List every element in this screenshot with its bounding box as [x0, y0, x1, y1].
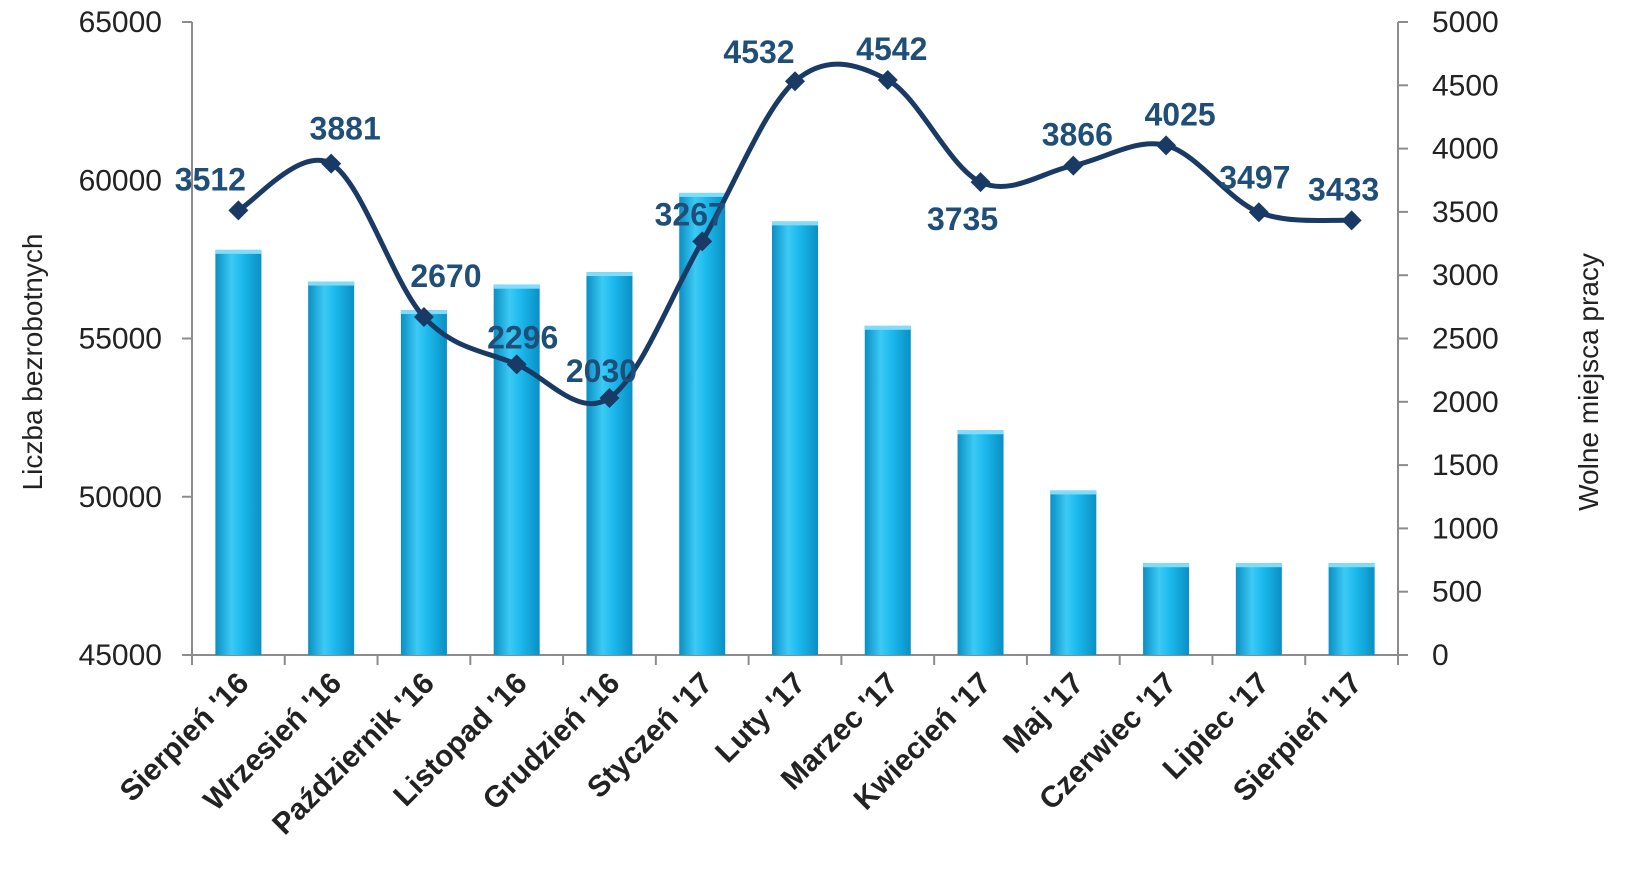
right-tick-label: 3000 — [1432, 259, 1499, 292]
bar — [772, 221, 818, 655]
line-data-label: 2030 — [566, 353, 637, 389]
bar-top-highlight — [772, 221, 818, 226]
line-point — [1156, 135, 1177, 156]
line-data-label: 3881 — [310, 111, 381, 147]
line-data-label: 3267 — [655, 196, 726, 232]
bar-top-highlight — [679, 192, 726, 197]
left-axis-title: Liczba bezrobotnych — [17, 234, 48, 491]
bar — [215, 249, 262, 655]
line-point — [321, 153, 342, 174]
bar — [957, 430, 1004, 655]
right-tick-label: 2000 — [1432, 386, 1499, 419]
line-point — [599, 388, 620, 409]
line-data-label: 3512 — [175, 161, 246, 197]
bar-top-highlight — [493, 284, 540, 289]
bar-top-highlight — [308, 281, 355, 286]
line-point — [1063, 155, 1084, 176]
left-tick-label: 55000 — [79, 323, 162, 356]
bar-top-highlight — [1328, 563, 1375, 568]
bar-top-highlight — [864, 325, 911, 330]
bar-top-highlight — [1143, 563, 1190, 568]
line-point — [1248, 202, 1269, 223]
bar-top-highlight — [1050, 490, 1097, 495]
line-point — [970, 172, 991, 193]
left-tick-label: 50000 — [79, 481, 162, 514]
line-point — [228, 200, 249, 221]
right-tick-label: 1000 — [1432, 512, 1499, 545]
line-point — [785, 71, 805, 92]
line-data-label: 4542 — [856, 31, 927, 67]
line-data-label: 3497 — [1219, 159, 1290, 195]
bar-top-highlight — [1235, 563, 1282, 568]
line-point — [1341, 210, 1362, 231]
bar — [308, 281, 355, 655]
line-layer — [228, 61, 1362, 409]
line-data-label: 4532 — [723, 34, 794, 70]
right-tick-label: 0 — [1432, 639, 1449, 672]
bar — [586, 272, 633, 655]
bar — [1328, 563, 1375, 655]
line-data-label: 2670 — [410, 258, 481, 294]
bar — [1050, 490, 1097, 655]
bar — [679, 192, 726, 655]
bar-top-highlight — [957, 430, 1004, 435]
bar-top-highlight — [586, 272, 633, 277]
x-tick-label: Maj '17 — [997, 667, 1090, 760]
right-tick-label: 4500 — [1432, 69, 1499, 102]
line-data-label: 3866 — [1042, 117, 1113, 153]
bar-top-highlight — [215, 249, 262, 254]
line-data-label: 2296 — [487, 319, 558, 355]
left-tick-label: 60000 — [79, 164, 162, 197]
right-tick-label: 4000 — [1432, 133, 1499, 166]
bar — [400, 310, 447, 655]
line-data-label: 3735 — [927, 201, 998, 237]
vacancies-line — [237, 61, 1352, 407]
line-data-label: 4025 — [1144, 96, 1215, 132]
line-point — [413, 306, 434, 327]
left-tick-label: 65000 — [79, 6, 162, 39]
bar — [1143, 563, 1190, 655]
line-data-label: 3433 — [1308, 171, 1379, 207]
right-tick-label: 2500 — [1432, 323, 1499, 356]
bar — [1235, 563, 1282, 655]
left-tick-label: 45000 — [79, 639, 162, 672]
right-tick-label: 1500 — [1432, 449, 1499, 482]
bars-layer — [215, 192, 1375, 655]
line-point — [506, 354, 527, 375]
right-tick-label: 5000 — [1432, 6, 1499, 39]
line-point — [692, 231, 713, 252]
right-tick-label: 3500 — [1432, 196, 1499, 229]
bar — [493, 284, 540, 655]
right-tick-label: 500 — [1432, 576, 1482, 609]
x-tick-label: Październik '16 — [266, 667, 441, 842]
right-axis-title: Wolne miejsca pracy — [1573, 253, 1604, 511]
line-point — [877, 69, 898, 90]
bar — [864, 325, 911, 655]
